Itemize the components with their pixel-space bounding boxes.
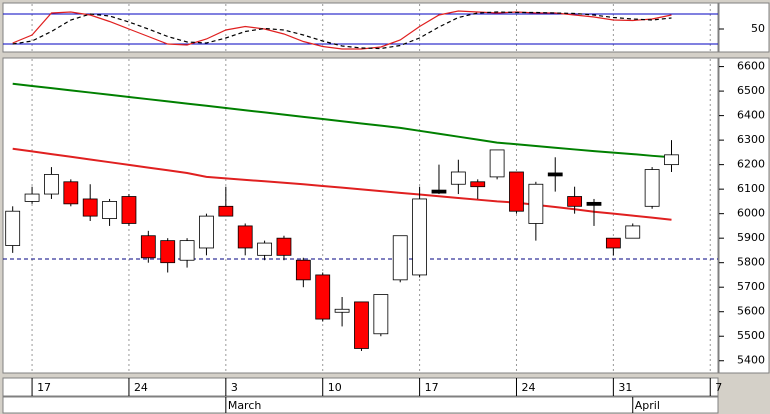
x-tick-label: 10 bbox=[328, 381, 342, 394]
candle-body bbox=[586, 201, 602, 206]
oscillator-line bbox=[12, 10, 672, 50]
candle-body bbox=[218, 205, 234, 217]
oscillator-panel bbox=[2, 2, 719, 53]
candle-body bbox=[82, 198, 98, 217]
y-tick-label: 6200 bbox=[737, 158, 765, 171]
y-tick-label: 50 bbox=[751, 22, 765, 35]
y-tick-label: 5800 bbox=[737, 256, 765, 269]
candle-body bbox=[334, 308, 350, 313]
candle-body bbox=[160, 240, 176, 264]
oscillator-line bbox=[12, 11, 672, 50]
candle-body bbox=[140, 235, 156, 259]
date-axis bbox=[2, 377, 719, 397]
y-tick-label: 5500 bbox=[737, 329, 765, 342]
candle-body bbox=[373, 294, 389, 335]
month-label: April bbox=[635, 399, 660, 412]
candle-body bbox=[644, 169, 660, 207]
x-tick-label: 17 bbox=[425, 381, 439, 394]
month-label: March bbox=[228, 399, 262, 412]
moving-average bbox=[12, 82, 672, 159]
candle-body bbox=[392, 235, 408, 281]
x-tick-label: 24 bbox=[521, 381, 535, 394]
candle-body bbox=[121, 196, 137, 224]
candle-body bbox=[567, 196, 583, 207]
candle-body bbox=[528, 183, 544, 224]
y-tick-label: 6000 bbox=[737, 207, 765, 220]
candle-body bbox=[237, 225, 253, 249]
moving-average bbox=[12, 147, 672, 221]
y-tick-label: 6500 bbox=[737, 84, 765, 97]
x-tick-label: 17 bbox=[37, 381, 51, 394]
candle-body bbox=[489, 149, 505, 178]
y-tick-label: 5400 bbox=[737, 354, 765, 367]
candle-body bbox=[102, 201, 117, 219]
y-tick-label: 6100 bbox=[737, 182, 765, 195]
x-tick-label: 31 bbox=[618, 381, 632, 394]
candle-body bbox=[470, 181, 486, 188]
candle-body bbox=[315, 274, 331, 320]
y-tick-label: 5600 bbox=[737, 305, 765, 318]
candle-body bbox=[354, 301, 369, 349]
oscillator-axis bbox=[718, 2, 770, 53]
candle-body bbox=[63, 181, 79, 205]
candle-body bbox=[509, 171, 524, 212]
candle-body bbox=[199, 215, 214, 249]
candle-body bbox=[664, 154, 679, 166]
candle-body bbox=[295, 259, 311, 281]
x-tick-label: 3 bbox=[231, 381, 238, 394]
candle-body bbox=[179, 240, 195, 261]
candle-body bbox=[257, 242, 272, 256]
candle-body bbox=[431, 189, 447, 194]
candle-body bbox=[412, 198, 427, 276]
candle-body bbox=[450, 171, 466, 185]
x-tick-label: 24 bbox=[134, 381, 148, 394]
y-tick-label: 6300 bbox=[737, 133, 765, 146]
candle-body bbox=[44, 174, 59, 195]
candle-body bbox=[24, 193, 40, 202]
x-tick-label: 7 bbox=[715, 381, 722, 394]
candle-body bbox=[625, 225, 641, 239]
candle-body bbox=[605, 237, 621, 249]
candle-body bbox=[5, 210, 21, 246]
y-tick-label: 6600 bbox=[737, 60, 765, 73]
candle-body bbox=[547, 172, 563, 177]
y-tick-label: 5900 bbox=[737, 231, 765, 244]
candle-body bbox=[276, 237, 292, 256]
price-axis bbox=[718, 57, 770, 374]
y-tick-label: 5700 bbox=[737, 280, 765, 293]
y-tick-label: 6400 bbox=[737, 109, 765, 122]
month-axis bbox=[2, 396, 719, 414]
